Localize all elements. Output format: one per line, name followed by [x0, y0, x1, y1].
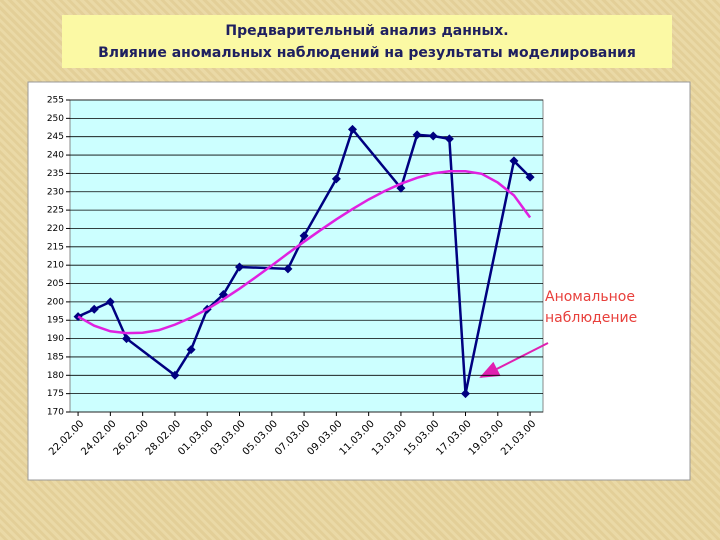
chart-title: Предварительный анализ данных. [225, 23, 508, 39]
y-tick-label: 210 [47, 261, 64, 271]
y-tick-label: 195 [47, 316, 64, 326]
data-point [348, 124, 358, 134]
series-line [77, 169, 532, 335]
y-tick-label: 245 [47, 132, 64, 142]
data-point [122, 334, 132, 344]
y-tick-label: 190 [47, 334, 64, 344]
chart-subtitle: Влияние аномальных наблюдений на результ… [98, 45, 636, 61]
data-point [105, 297, 115, 307]
y-tick-label: 250 [47, 114, 64, 124]
data-point [283, 264, 293, 274]
y-tick-label: 215 [47, 242, 64, 252]
y-tick-label: 230 [47, 187, 64, 197]
annotation: наблюдение [545, 310, 637, 326]
y-tick-label: 170 [47, 408, 64, 418]
y-tick-label: 185 [47, 352, 64, 362]
data-point [428, 131, 438, 141]
annotation: Аномальное [545, 289, 635, 305]
data-point [89, 304, 99, 314]
y-tick-label: 235 [47, 169, 64, 179]
data-point [235, 262, 245, 272]
data-point [299, 231, 309, 241]
y-tick-label: 180 [47, 371, 64, 381]
y-tick-label: 200 [47, 297, 64, 307]
title-box [62, 15, 672, 68]
data-point [170, 370, 180, 380]
y-tick-label: 255 [47, 96, 64, 106]
data-point [461, 389, 471, 399]
data-point [331, 174, 341, 184]
data-point [525, 172, 535, 182]
data-point [186, 345, 196, 355]
y-tick-label: 220 [47, 224, 64, 234]
data-point [412, 130, 422, 140]
data-point [509, 156, 519, 166]
y-tick-label: 225 [47, 206, 64, 216]
data-point [444, 134, 454, 144]
y-tick-label: 240 [47, 151, 64, 161]
y-tick-label: 175 [47, 389, 64, 399]
y-tick-label: 205 [47, 279, 64, 289]
annotation-arrow [479, 342, 549, 378]
